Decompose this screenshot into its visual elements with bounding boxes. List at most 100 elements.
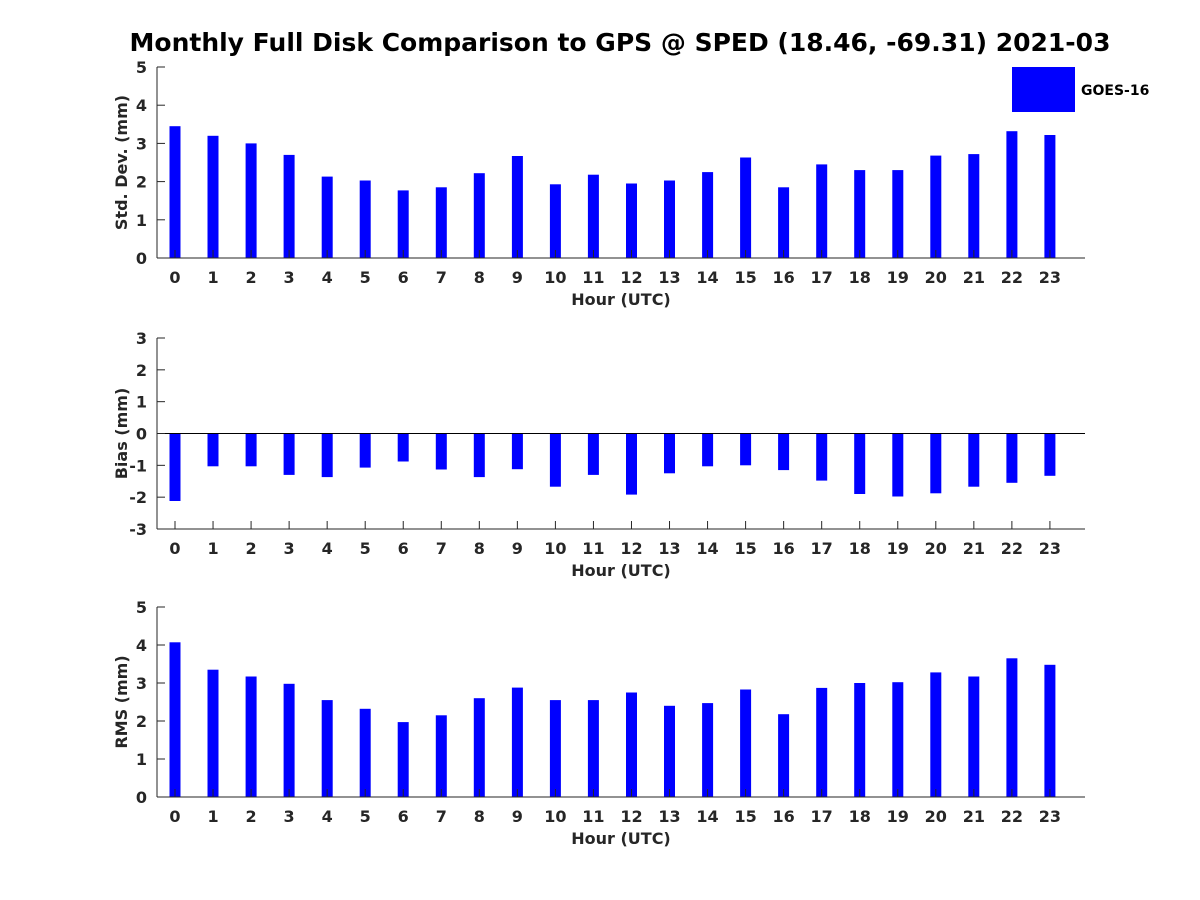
x-tick-label: 20 [925,268,947,287]
x-tick-label: 22 [1001,268,1023,287]
y-tick-label: 2 [136,173,147,192]
bar-hour-16 [778,433,790,471]
bar-hour-10 [549,184,561,258]
x-tick-label: 9 [512,268,523,287]
x-tick-label: 21 [963,807,985,826]
x-tick-label: 4 [322,807,333,826]
y-tick-label: -1 [129,456,147,475]
y-tick-label: 3 [136,329,147,348]
bar-hour-1 [207,135,219,258]
bar-hour-11 [587,433,599,475]
x-tick-label: 10 [544,268,566,287]
x-tick-label: 17 [811,539,833,558]
bar-hour-0 [169,126,181,258]
x-axis-label: Hour (UTC) [571,290,671,309]
bar-hour-10 [549,433,561,487]
bar-hour-7 [435,433,447,470]
bar-hour-17 [816,433,828,481]
x-tick-label: 15 [734,268,756,287]
x-tick-label: 7 [436,539,447,558]
y-tick-label: 0 [136,249,147,268]
x-tick-label: 23 [1039,539,1061,558]
x-tick-label: 16 [773,539,795,558]
bar-hour-15 [740,689,752,797]
bar-hour-1 [207,433,219,467]
x-tick-label: 5 [360,807,371,826]
bar-hour-8 [473,433,485,478]
bar-hour-4 [321,433,333,478]
bar-hour-17 [816,164,828,258]
bar-hour-14 [702,172,714,258]
bar-hour-6 [397,433,409,462]
bar-hour-8 [473,698,485,797]
bar-hour-3 [283,683,295,797]
bar-hour-20 [930,433,942,494]
x-tick-label: 17 [811,807,833,826]
bar-hour-14 [702,703,714,797]
x-tick-label: 14 [696,539,718,558]
x-tick-label: 3 [284,807,295,826]
bar-hour-19 [892,170,904,258]
bar-hour-21 [968,154,980,258]
y-tick-label: 0 [136,788,147,807]
bar-hour-21 [968,676,980,797]
legend-swatch [1012,67,1075,112]
bar-hour-12 [626,433,637,495]
bar-hour-6 [397,190,409,258]
bar-hour-18 [854,170,866,258]
x-tick-label: 15 [734,539,756,558]
x-tick-label: 15 [734,807,756,826]
x-tick-label: 8 [474,807,485,826]
x-tick-label: 23 [1039,807,1061,826]
y-tick-label: 0 [136,425,147,444]
x-tick-label: 9 [512,807,523,826]
x-tick-label: 18 [849,539,871,558]
bar-hour-5 [359,708,371,797]
bar-hour-6 [397,722,409,797]
bar-hour-4 [321,700,333,797]
bar-hour-0 [169,642,181,797]
bar-hour-2 [245,676,257,797]
x-tick-label: 1 [207,539,218,558]
bar-hour-7 [435,187,447,258]
x-tick-label: 4 [322,268,333,287]
bar-hour-13 [664,705,675,797]
bar-hour-11 [587,700,599,797]
y-tick-label: 3 [136,134,147,153]
x-tick-label: 0 [169,268,180,287]
x-tick-label: 5 [360,268,371,287]
bar-hour-19 [892,682,904,797]
x-tick-label: 21 [963,539,985,558]
x-tick-label: 22 [1001,539,1023,558]
bar-hour-13 [664,433,675,474]
y-tick-label: 2 [136,361,147,380]
y-tick-label: 1 [136,211,147,230]
bar-hour-19 [892,433,904,497]
legend-label: GOES-16 [1081,83,1149,99]
bar-hour-15 [740,157,752,258]
x-tick-label: 21 [963,268,985,287]
x-tick-label: 17 [811,268,833,287]
bar-hour-9 [511,687,523,797]
y-tick-label: 4 [136,96,147,115]
bar-hour-9 [511,156,523,258]
x-tick-label: 20 [925,807,947,826]
bar-hour-14 [702,433,714,467]
x-tick-label: 12 [620,807,642,826]
x-tick-label: 11 [582,807,604,826]
bar-hour-22 [1006,658,1018,797]
bar-hour-0 [169,433,181,501]
x-tick-label: 14 [696,807,718,826]
bar-hour-12 [626,692,637,797]
bar-hour-17 [816,687,828,797]
x-tick-label: 0 [169,539,180,558]
x-tick-label: 9 [512,539,523,558]
bar-hour-5 [359,180,371,258]
bar-hour-23 [1044,664,1056,797]
x-tick-label: 3 [284,268,295,287]
y-tick-label: 1 [136,750,147,769]
bar-hour-16 [778,187,790,258]
bar-hour-23 [1044,135,1056,258]
y-tick-label: 2 [136,712,147,731]
